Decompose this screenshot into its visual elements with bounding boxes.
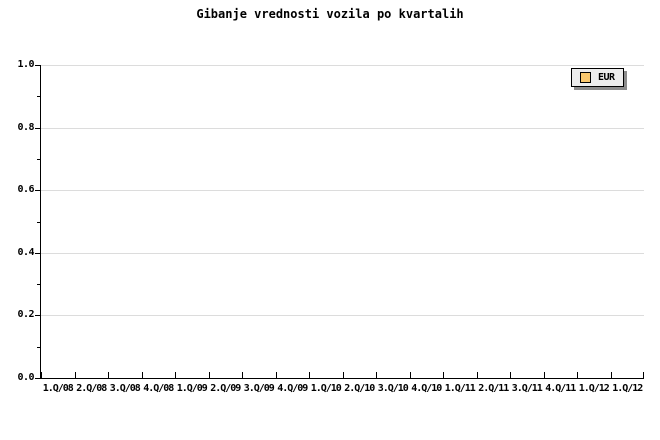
x-tick-label: 4.Q/08 [143, 383, 174, 394]
x-tick-label: 2.Q/10 [344, 383, 375, 394]
x-tick-label: 1.Q/09 [176, 383, 208, 394]
y-tick-label: 0.2 [17, 309, 34, 320]
plot-area: 0.0 0.2 0.4 0.6 0.8 1.0 1.Q/08 2.Q/08 3.Q/08 4.Q/… [17, 59, 644, 394]
x-tick-mark [510, 372, 511, 378]
x-tick-mark [108, 372, 109, 378]
y-tick-label: 0.4 [17, 247, 34, 258]
x-tick-label: 3.Q/11 [511, 383, 543, 394]
y-major-tick-mark [35, 65, 41, 66]
y-gridline [41, 253, 644, 254]
x-tick-mark [142, 372, 143, 378]
y-gridline [41, 65, 644, 66]
x-tick-label: 4.Q/11 [545, 383, 576, 394]
x-tick-mark [577, 372, 578, 378]
x-tick-label: 2.Q/11 [478, 383, 509, 394]
legend: EUR [571, 68, 624, 87]
x-tick-label: 3.Q/10 [377, 383, 409, 394]
x-tick-label: 3.Q/09 [243, 383, 275, 394]
x-tick-label: 1.Q/10 [310, 383, 342, 394]
x-tick-mark [309, 372, 310, 378]
y-minor-tick-mark [37, 159, 41, 160]
x-tick-label: 1.Q/12 [612, 383, 643, 394]
y-minor-tick-mark [37, 222, 41, 223]
y-tick-label: 0.8 [17, 122, 34, 133]
x-tick-mark [376, 372, 377, 378]
y-gridline [41, 190, 644, 191]
x-tick-mark [75, 372, 76, 378]
chart-title: Gibanje vrednosti vozila po kvartalih [196, 7, 464, 21]
y-tick-label: 0.6 [17, 184, 34, 195]
y-minor-tick-mark [37, 347, 41, 348]
x-tick-mark [209, 372, 210, 378]
x-tick-mark [343, 372, 344, 378]
y-gridline [41, 315, 644, 316]
y-minor-tick-mark [37, 284, 41, 285]
x-tick-mark [643, 372, 644, 378]
x-tick-mark [175, 372, 176, 378]
x-tick-label: 4.Q/09 [277, 383, 308, 394]
x-tick-label: 1.Q/11 [444, 383, 476, 394]
y-major-tick-mark [35, 190, 41, 191]
legend-swatch-icon [580, 72, 591, 83]
y-tick-label: 1.0 [17, 59, 34, 70]
x-tick-label: 3.Q/08 [109, 383, 141, 394]
x-tick-label: 2.Q/09 [210, 383, 241, 394]
x-tick-mark [611, 372, 612, 378]
y-major-tick-mark [35, 315, 41, 316]
x-tick-mark [477, 372, 478, 378]
x-tick-mark [443, 372, 444, 378]
y-major-tick-mark [35, 128, 41, 129]
x-tick-mark [276, 372, 277, 378]
y-major-tick-mark [35, 378, 41, 379]
x-tick-mark [544, 372, 545, 378]
x-tick-mark [242, 372, 243, 378]
y-gridline [41, 128, 644, 129]
x-tick-label: 1.Q/08 [42, 383, 74, 394]
y-tick-label: 0.0 [17, 372, 34, 383]
x-tick-label: 4.Q/10 [411, 383, 442, 394]
y-major-tick-mark [35, 253, 41, 254]
legend-label: EUR [598, 72, 615, 83]
x-tick-mark [41, 372, 42, 378]
x-tick-mark [410, 372, 411, 378]
x-tick-label: 1.Q/12 [578, 383, 610, 394]
x-tick-label: 2.Q/08 [76, 383, 107, 394]
y-minor-tick-mark [37, 96, 41, 97]
